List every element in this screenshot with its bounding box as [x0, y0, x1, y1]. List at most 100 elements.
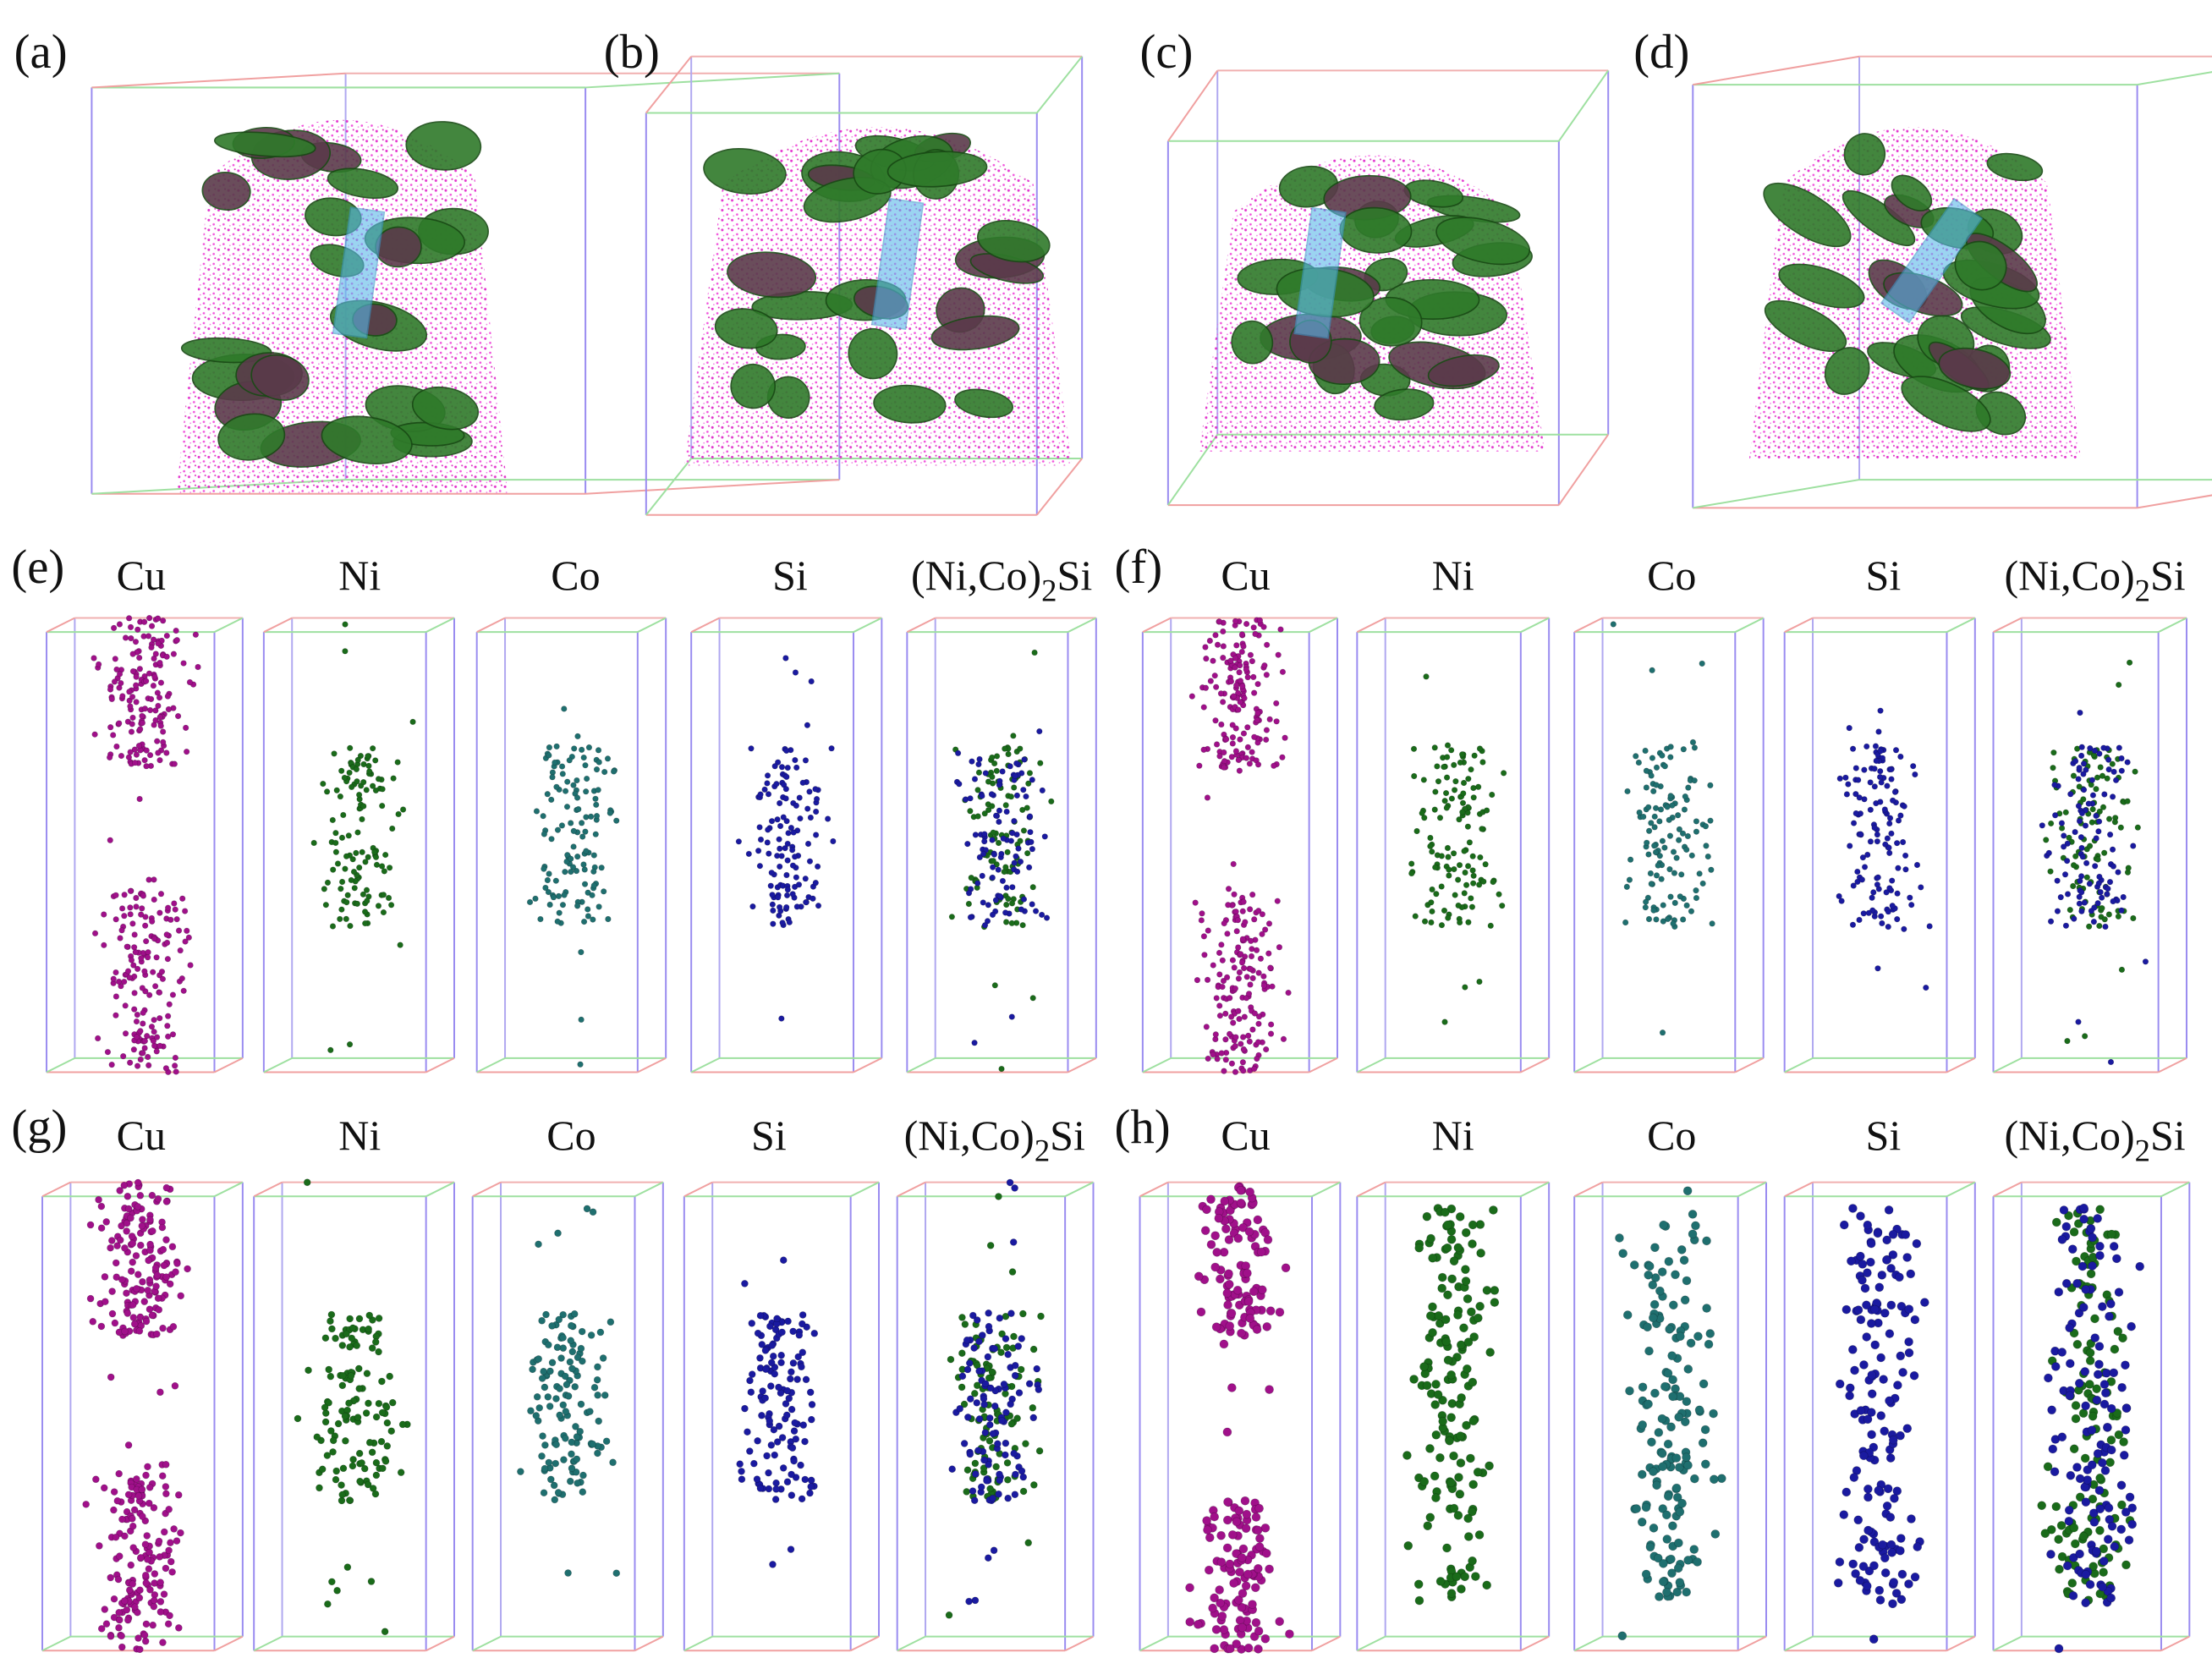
- atom: [1861, 864, 1869, 870]
- box-edge: [1068, 617, 1097, 634]
- atom: [327, 1427, 335, 1435]
- atom: [113, 892, 119, 898]
- atom: [113, 1242, 121, 1250]
- atom: [1896, 1534, 1906, 1543]
- atom: [810, 1329, 819, 1337]
- atom: [1237, 1553, 1247, 1562]
- atom: [368, 1344, 376, 1352]
- atom: [969, 758, 975, 765]
- atom: [1904, 1304, 1914, 1314]
- atom: [1402, 1451, 1412, 1460]
- atom: [2089, 806, 2096, 813]
- atom: [2087, 1460, 2097, 1470]
- atom: [164, 904, 172, 911]
- atom: [1875, 1595, 1885, 1605]
- atom: [986, 1241, 995, 1249]
- atom: [1689, 1545, 1699, 1554]
- atom: [1238, 1589, 1248, 1598]
- atom: [1250, 673, 1257, 681]
- atom: [1251, 916, 1258, 923]
- atom: [2124, 798, 2131, 804]
- atom: [1845, 781, 1852, 788]
- atom: [550, 894, 557, 901]
- atom: [1249, 657, 1256, 665]
- atom: [1029, 1403, 1037, 1412]
- atom: [1902, 852, 1909, 859]
- atom: [156, 1015, 163, 1022]
- atom: [347, 1372, 355, 1380]
- atom: [596, 903, 602, 910]
- atom: [1480, 878, 1487, 885]
- atom: [1446, 1478, 1456, 1488]
- atom: [1895, 1272, 1904, 1282]
- atom: [784, 1317, 792, 1326]
- atom: [2118, 755, 2125, 762]
- atom: [1462, 1420, 1471, 1430]
- atom: [578, 948, 585, 956]
- box-edge: [472, 1181, 502, 1198]
- atom: [164, 1033, 172, 1040]
- atom: [568, 1348, 577, 1356]
- atom: [1650, 1243, 1660, 1253]
- atom: [1237, 1328, 1246, 1338]
- atom: [1843, 791, 1851, 798]
- atom: [1479, 826, 1485, 832]
- atom: [780, 814, 787, 821]
- atom: [1893, 1381, 1902, 1390]
- atom: [158, 1472, 167, 1480]
- atom: [330, 866, 337, 873]
- atom: [349, 1462, 357, 1470]
- atom: [1653, 872, 1660, 879]
- atom: [1649, 1299, 1660, 1309]
- atom: [1667, 893, 1674, 900]
- box-edge: [472, 1635, 502, 1652]
- atom: [967, 795, 974, 802]
- atom: [1638, 1382, 1648, 1392]
- atom: [1224, 1279, 1234, 1289]
- atom: [574, 733, 581, 740]
- atom: [1236, 669, 1243, 676]
- atom: [1264, 641, 1271, 648]
- atom: [363, 787, 370, 793]
- atom: [1233, 682, 1240, 689]
- atom: [1849, 745, 1857, 752]
- element-label: Co: [1647, 1112, 1696, 1159]
- atom: [1275, 1307, 1285, 1317]
- atom: [1185, 1583, 1194, 1593]
- atom: [1237, 1602, 1247, 1612]
- atom: [1704, 853, 1711, 860]
- atom: [804, 722, 811, 728]
- atom: [332, 830, 339, 837]
- atom: [1654, 1428, 1664, 1437]
- atom: [350, 868, 358, 876]
- atom: [2080, 1367, 2090, 1376]
- atom: [375, 1315, 383, 1322]
- atom: [141, 705, 149, 712]
- atom: [380, 909, 387, 916]
- atom: [1446, 1589, 1457, 1598]
- atom: [1909, 1370, 1919, 1381]
- atom: [2069, 1523, 2079, 1533]
- atom: [1443, 804, 1450, 811]
- atom: [160, 1590, 168, 1598]
- atom: [1218, 1050, 1225, 1057]
- precipitate: [405, 121, 482, 171]
- panel-label: (f): [1115, 541, 1163, 594]
- atom: [1232, 1517, 1242, 1527]
- box-edge: [476, 1057, 506, 1073]
- atom: [1213, 741, 1221, 748]
- atom: [1011, 1361, 1019, 1370]
- atom: [1265, 920, 1273, 927]
- atom: [2100, 1388, 2110, 1398]
- atom: [155, 702, 162, 710]
- atom: [1216, 1274, 1225, 1284]
- atom: [560, 1456, 568, 1463]
- atom: [1845, 1391, 1854, 1401]
- atom: [991, 851, 998, 858]
- atom: [1635, 759, 1643, 766]
- panel-label: (h): [1115, 1101, 1171, 1154]
- atom: [1011, 817, 1018, 825]
- atom: [1663, 1369, 1673, 1378]
- atom: [1013, 760, 1020, 767]
- atom: [1482, 1580, 1492, 1590]
